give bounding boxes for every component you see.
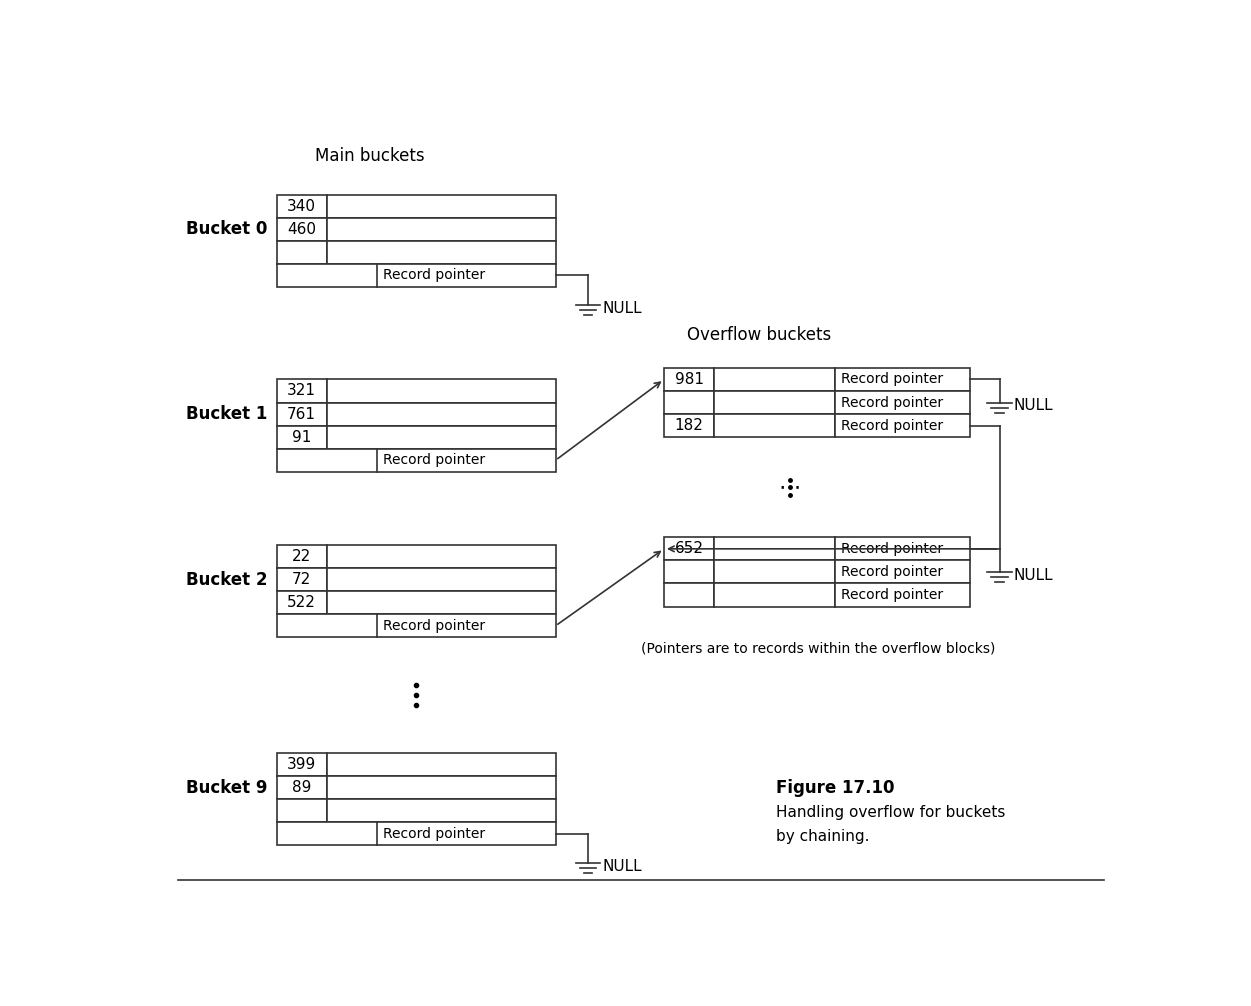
Text: 399: 399: [286, 757, 317, 772]
Bar: [276, 449, 555, 472]
Bar: [327, 194, 555, 217]
Text: 72: 72: [291, 572, 311, 588]
Bar: [327, 776, 555, 799]
Bar: [664, 391, 714, 414]
Bar: [276, 545, 327, 568]
Text: NULL: NULL: [1013, 567, 1053, 582]
Bar: [664, 414, 714, 438]
Bar: [714, 583, 834, 607]
Text: 182: 182: [674, 418, 703, 434]
Bar: [276, 426, 327, 449]
Bar: [664, 537, 714, 560]
Text: Bucket 0: Bucket 0: [186, 220, 268, 238]
Text: Record pointer: Record pointer: [841, 372, 943, 386]
Text: 22: 22: [291, 549, 311, 564]
Bar: [834, 414, 970, 438]
Text: 321: 321: [288, 383, 317, 398]
Bar: [327, 799, 555, 822]
Text: NULL: NULL: [602, 301, 642, 316]
Bar: [664, 368, 714, 391]
Bar: [327, 568, 555, 592]
Bar: [714, 560, 834, 583]
Bar: [276, 264, 555, 287]
Bar: [327, 402, 555, 426]
Bar: [714, 391, 834, 414]
Bar: [276, 822, 555, 845]
Bar: [834, 391, 970, 414]
Text: 89: 89: [291, 780, 311, 795]
Bar: [276, 240, 327, 264]
Text: Overflow buckets: Overflow buckets: [687, 326, 832, 344]
Bar: [327, 545, 555, 568]
Text: Figure 17.10: Figure 17.10: [777, 779, 894, 797]
Text: 340: 340: [288, 199, 317, 213]
Bar: [276, 217, 327, 240]
Text: Bucket 9: Bucket 9: [185, 779, 268, 797]
Text: Record pointer: Record pointer: [384, 619, 485, 633]
Bar: [834, 560, 970, 583]
Bar: [276, 799, 327, 822]
Text: by chaining.: by chaining.: [777, 829, 869, 844]
Bar: [327, 752, 555, 776]
Text: Record pointer: Record pointer: [841, 565, 943, 578]
Text: 522: 522: [288, 596, 317, 611]
Bar: [276, 776, 327, 799]
Text: Record pointer: Record pointer: [384, 269, 485, 283]
Text: Handling overflow for buckets: Handling overflow for buckets: [777, 805, 1006, 820]
Text: Main buckets: Main buckets: [315, 147, 425, 165]
Bar: [327, 426, 555, 449]
Bar: [714, 368, 834, 391]
Text: 91: 91: [291, 430, 311, 445]
Bar: [276, 194, 327, 217]
Text: Bucket 1: Bucket 1: [186, 405, 268, 424]
Bar: [276, 592, 327, 615]
Bar: [276, 615, 555, 638]
Text: (Pointers are to records within the overflow blocks): (Pointers are to records within the over…: [641, 642, 995, 656]
Bar: [834, 537, 970, 560]
Bar: [834, 368, 970, 391]
Text: ⋯: ⋯: [779, 477, 801, 497]
Bar: [714, 537, 834, 560]
Bar: [664, 560, 714, 583]
Text: Record pointer: Record pointer: [384, 454, 485, 468]
Bar: [327, 592, 555, 615]
Bar: [276, 568, 327, 592]
Text: Bucket 2: Bucket 2: [185, 570, 268, 589]
Text: NULL: NULL: [602, 859, 642, 874]
Bar: [276, 379, 327, 402]
Text: 652: 652: [674, 541, 704, 556]
Text: 981: 981: [674, 372, 704, 387]
Bar: [276, 402, 327, 426]
Bar: [714, 414, 834, 438]
Bar: [327, 217, 555, 240]
Bar: [276, 752, 327, 776]
Text: 761: 761: [288, 406, 317, 422]
Text: Record pointer: Record pointer: [841, 418, 943, 433]
Text: Record pointer: Record pointer: [841, 395, 943, 409]
Text: 460: 460: [288, 221, 317, 236]
Text: Record pointer: Record pointer: [841, 542, 943, 556]
Bar: [664, 583, 714, 607]
Bar: [834, 583, 970, 607]
Text: Record pointer: Record pointer: [384, 827, 485, 841]
Text: NULL: NULL: [1013, 398, 1053, 413]
Bar: [327, 240, 555, 264]
Bar: [327, 379, 555, 402]
Text: Record pointer: Record pointer: [841, 589, 943, 602]
